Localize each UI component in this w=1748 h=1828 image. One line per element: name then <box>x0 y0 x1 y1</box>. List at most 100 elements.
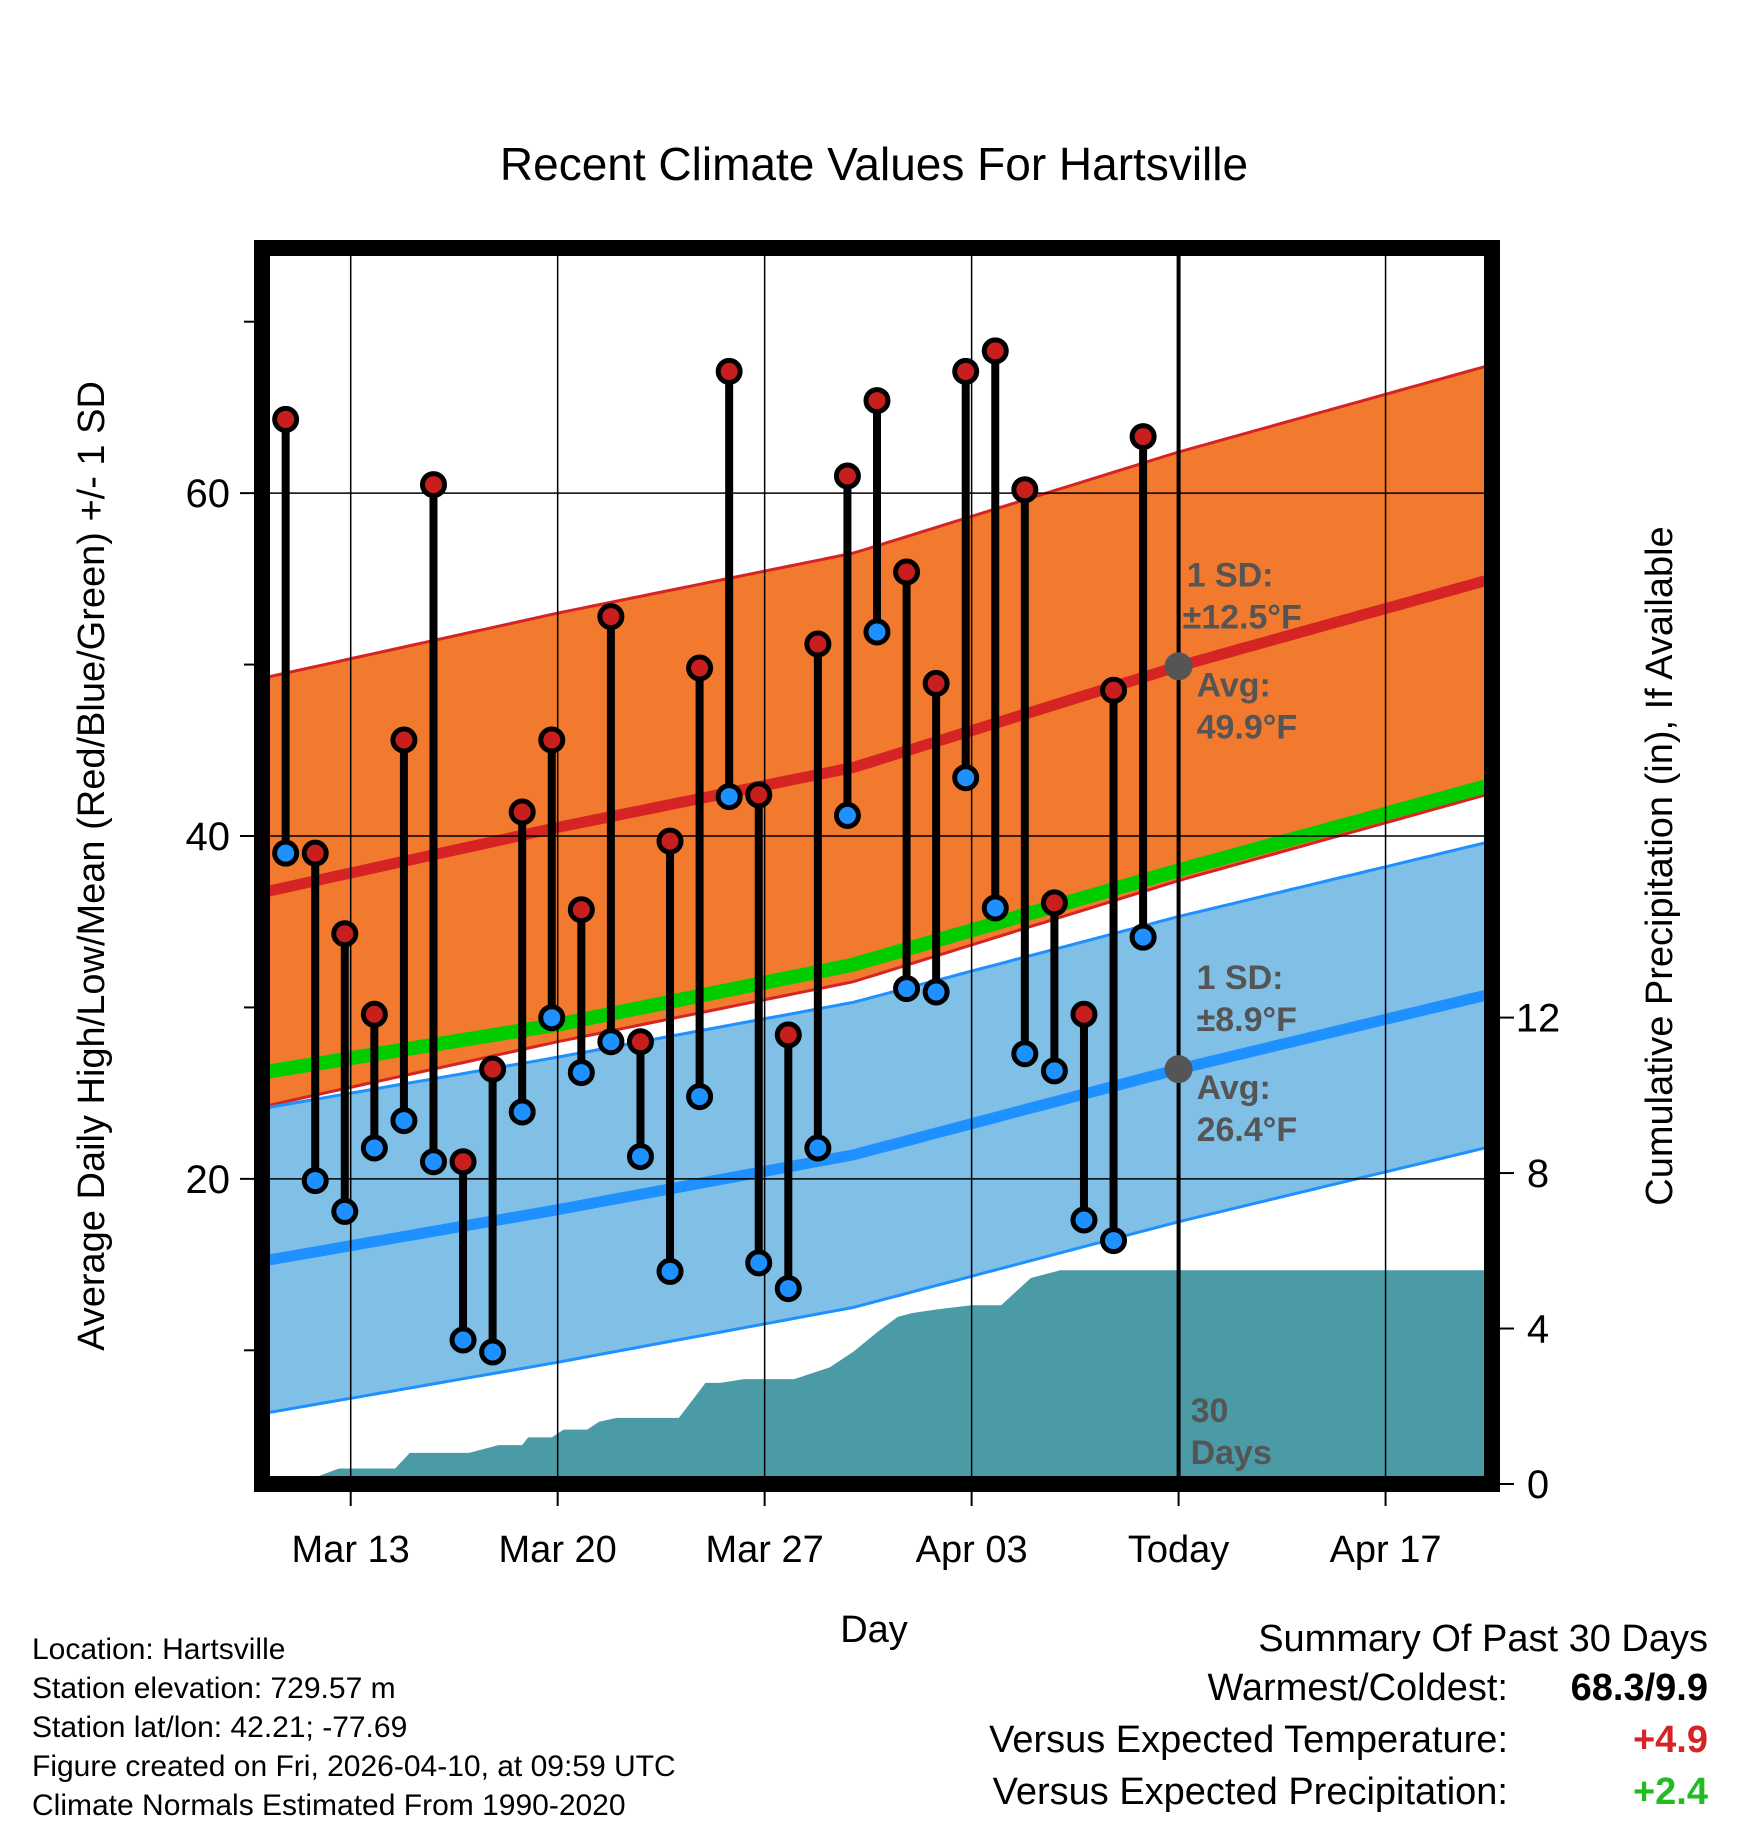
daily-high-point <box>656 827 684 855</box>
daily-low-point <box>981 894 1009 922</box>
daily-high-point <box>952 357 980 385</box>
x-tick-label: Apr 17 <box>1330 1529 1442 1571</box>
daily-high-point <box>331 920 359 948</box>
daily-low-point <box>1070 1206 1098 1234</box>
x-tick-label: Apr 03 <box>916 1529 1028 1571</box>
normals-text: Climate Normals Estimated From 1990-2020 <box>32 1789 626 1822</box>
normal-high-band <box>262 364 1492 1107</box>
daily-high-point <box>893 558 921 586</box>
daily-high-point <box>390 726 418 754</box>
daily-low-point <box>1011 1040 1039 1068</box>
daily-low-point <box>952 764 980 792</box>
daily-low-point <box>656 1257 684 1285</box>
daily-high-point <box>567 896 595 924</box>
summary-title: Summary Of Past 30 Days <box>1258 1618 1708 1660</box>
precip-value: +2.4 <box>1632 1771 1708 1813</box>
warmest-value: 68.3/9.9 <box>1570 1667 1708 1709</box>
summary-row-warmest: Warmest/Coldest: 68.3/9.9 <box>808 1667 1708 1719</box>
x-tick-label: Mar 13 <box>292 1529 410 1571</box>
daily-high-point <box>804 630 832 658</box>
normal-low-band <box>262 841 1492 1414</box>
left-axis-label: Average Daily High/Low/Mean (Red/Blue/Gr… <box>71 381 113 1351</box>
daily-high-point <box>833 462 861 490</box>
normal-high-band-lower-edge <box>262 791 1492 1109</box>
daily-low-point <box>1129 923 1157 951</box>
daily-low-point <box>390 1107 418 1135</box>
right-axis-label: Cumulative Precipitation (in), If Availa… <box>1639 526 1681 1205</box>
daily-high-point <box>479 1055 507 1083</box>
low-sd-value: ±8.9°F <box>1197 1001 1297 1039</box>
low-avg-value: 26.4°F <box>1197 1111 1298 1149</box>
daily-high-point <box>922 669 950 697</box>
chart-title: Recent Climate Values For Hartsville <box>500 138 1248 190</box>
x-tick-label: Today <box>1128 1529 1229 1571</box>
daily-high-point <box>419 471 447 499</box>
summary-panel: Summary Of Past 30 Days Warmest/Coldest:… <box>808 1618 1708 1823</box>
summary-row-precip: Versus Expected Precipitation: +2.4 <box>808 1771 1708 1823</box>
normal-low-band-lower-edge <box>262 1144 1492 1416</box>
left-tick-label: 20 <box>186 1158 231 1202</box>
daily-low-point <box>804 1134 832 1162</box>
daily-high-point <box>1040 889 1068 917</box>
high-sd-label: 1 SD: <box>1187 556 1274 594</box>
high-avg-label: Avg: <box>1197 666 1271 704</box>
daily-high-point <box>745 781 773 809</box>
daily-low-point <box>686 1083 714 1111</box>
normal-mean-line <box>262 777 1492 1080</box>
daily-low-point <box>1100 1227 1128 1255</box>
daily-low-point <box>301 1167 329 1195</box>
daily-low-point <box>479 1338 507 1366</box>
created-text: Figure created on Fri, 2026-04-10, at 09… <box>32 1750 676 1783</box>
plot-area <box>262 363 1492 1484</box>
daily-low-point <box>538 1004 566 1032</box>
days-count: 30 <box>1191 1392 1229 1430</box>
daily-high-point <box>1070 1000 1098 1028</box>
elevation-text: Station elevation: 729.57 m <box>32 1672 396 1705</box>
data-marks: 1 SD: ±12.5°F Avg: 49.9°F 1 SD: ±8.9°F Avg: 26.… <box>272 337 1302 1472</box>
daily-low-point <box>508 1098 536 1126</box>
daily-high-point <box>272 405 300 433</box>
x-tick-label: Mar 27 <box>706 1529 824 1571</box>
daily-low-point <box>745 1249 773 1277</box>
daily-low-point <box>893 975 921 1003</box>
days-label: Days <box>1191 1434 1272 1472</box>
daily-high-point <box>538 726 566 754</box>
normal-high-line <box>262 573 1492 898</box>
summary-row-temp: Versus Expected Temperature: +4.9 <box>808 1719 1708 1771</box>
low-sd-label: 1 SD: <box>1197 959 1284 997</box>
daily-high-point <box>626 1028 654 1056</box>
temp-value: +4.9 <box>1632 1719 1708 1761</box>
today-high-avg-marker <box>1164 652 1193 681</box>
daily-high-point <box>1129 423 1157 451</box>
daily-low-point <box>715 783 743 811</box>
daily-low-point <box>922 978 950 1006</box>
axes: Mar 13 Mar 20 Mar 27 Apr 03 Today Apr 17 20 40 6… <box>186 320 1560 1571</box>
daily-high-point <box>1011 476 1039 504</box>
plot-frame <box>254 240 1500 1492</box>
right-tick-label: 8 <box>1527 1152 1549 1196</box>
x-tick-label: Mar 20 <box>499 1529 617 1571</box>
left-tick-label: 60 <box>186 472 231 516</box>
daily-low-point <box>597 1028 625 1056</box>
daily-high-point <box>301 839 329 867</box>
daily-high-point <box>597 603 625 631</box>
daily-high-point <box>449 1148 477 1176</box>
daily-low-point <box>360 1134 388 1162</box>
warmest-label: Warmest/Coldest: <box>1207 1667 1508 1709</box>
x-axis-label: Day <box>840 1609 908 1651</box>
normal-low-band-upper-edge <box>262 839 1492 1111</box>
daily-low-point <box>567 1059 595 1087</box>
daily-high-point <box>715 357 743 385</box>
daily-low-point <box>833 801 861 829</box>
daily-low-point <box>419 1148 447 1176</box>
daily-low-point <box>272 839 300 867</box>
daily-low-point <box>863 618 891 646</box>
low-avg-label: Avg: <box>1197 1069 1271 1107</box>
left-tick-label: 40 <box>186 815 231 859</box>
daily-high-point <box>360 1000 388 1028</box>
precipitation-area <box>276 1270 1492 1484</box>
daily-high-point <box>686 654 714 682</box>
right-tick-label: 0 <box>1527 1463 1549 1507</box>
station-info: Location: Hartsville Station elevation: … <box>32 1630 676 1825</box>
